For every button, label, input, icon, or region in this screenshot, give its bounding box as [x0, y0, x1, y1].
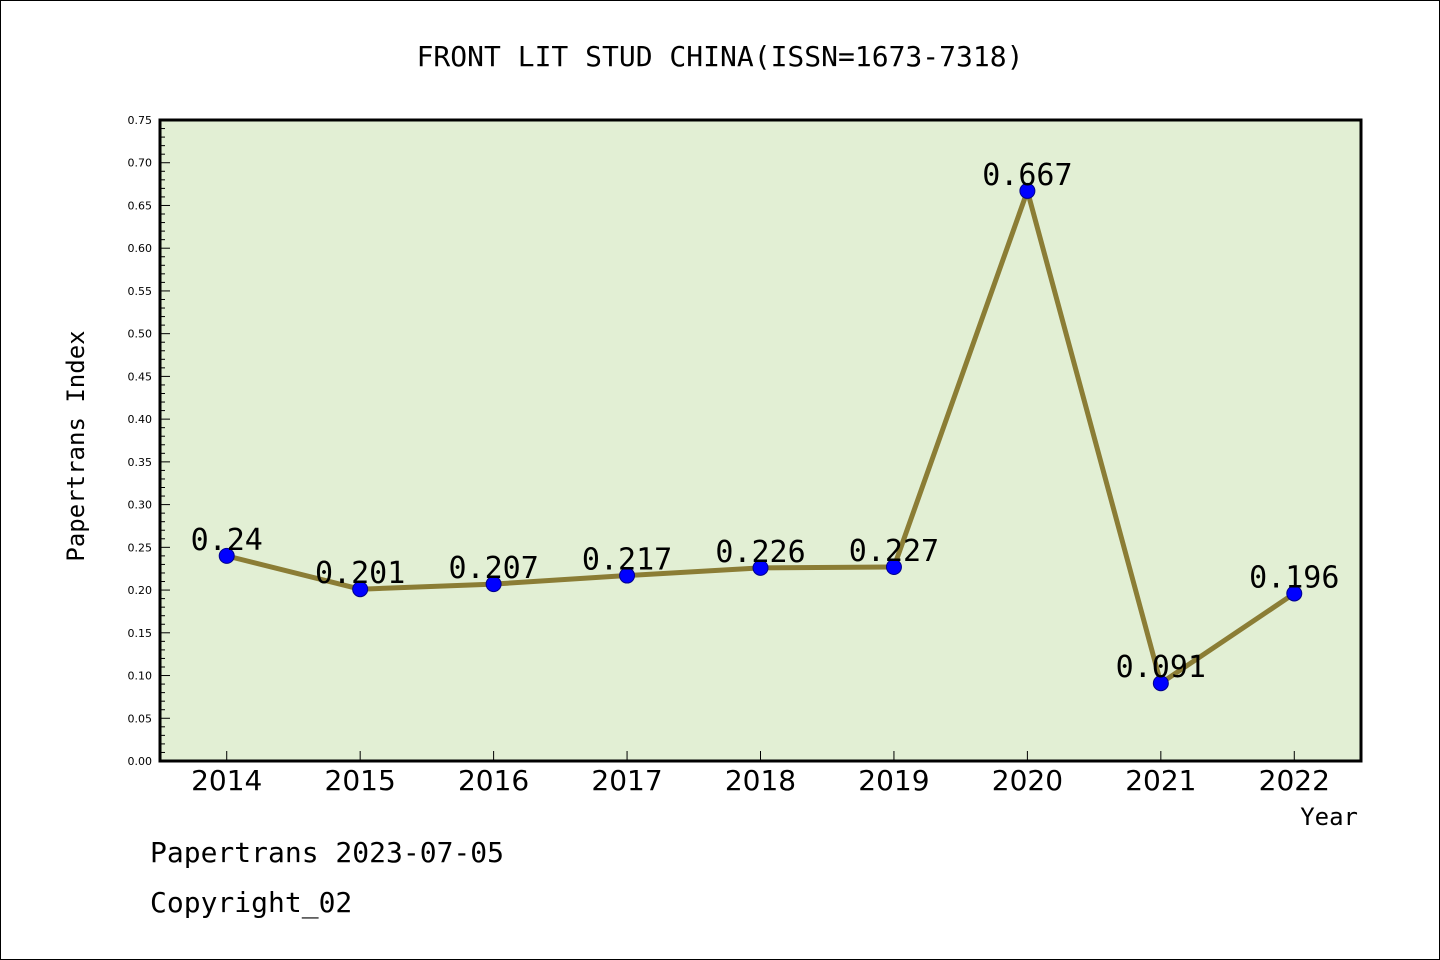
y-tick-label: 0.25	[128, 541, 153, 554]
data-label: 0.226	[715, 535, 805, 570]
data-label: 0.24	[191, 523, 263, 558]
x-tick-label: 2022	[1259, 764, 1330, 797]
y-tick-label: 0.45	[128, 370, 153, 383]
x-tick-label: 2016	[458, 764, 529, 797]
y-tick-label: 0.00	[128, 755, 153, 768]
y-tick-label: 0.30	[128, 499, 153, 512]
data-point	[1152, 675, 1169, 692]
x-axis: 2014 2015 2016 2017 2018 2019 2020 2021 2022	[191, 751, 1330, 797]
x-tick-label: 2018	[725, 764, 796, 797]
data-labels: 0.24 0.201 0.207 0.217 0.226 0.227 0.667 0.091 0…	[191, 158, 1340, 685]
data-label: 0.091	[1116, 650, 1206, 685]
x-axis-label: Year	[1300, 803, 1358, 831]
data-label: 0.667	[982, 158, 1072, 193]
data-label: 0.201	[315, 556, 405, 591]
data-point	[352, 581, 369, 598]
data-label: 0.207	[448, 551, 538, 586]
data-label: 0.227	[849, 534, 939, 569]
x-tick-label: 2019	[858, 764, 929, 797]
x-tick-label: 2014	[191, 764, 262, 797]
y-axis: 0.00 0.05 0.10 0.15 0.20 0.25 0.30 0.35 0.40 0.45…	[128, 114, 170, 768]
data-point	[1019, 182, 1036, 199]
y-tick-label: 0.20	[128, 584, 153, 597]
data-point	[485, 576, 502, 593]
data-point	[1286, 585, 1303, 602]
x-tick-label: 2020	[992, 764, 1063, 797]
y-tick-label: 0.40	[128, 413, 153, 426]
plot-area	[158, 118, 1363, 763]
chart-title: FRONT LIT STUD CHINA(ISSN=1673-7318)	[417, 40, 1024, 73]
y-tick-label: 0.70	[128, 157, 153, 170]
data-point	[619, 567, 636, 584]
data-point	[752, 559, 769, 576]
data-markers	[218, 182, 1303, 692]
y-tick-label: 0.15	[128, 627, 153, 640]
data-point	[218, 547, 235, 564]
y-tick-label: 0.50	[128, 328, 153, 341]
x-tick-label: 2021	[1125, 764, 1196, 797]
y-tick-label: 0.05	[128, 712, 153, 725]
y-tick-label: 0.10	[128, 670, 153, 683]
footer-date: Papertrans 2023-07-05	[150, 836, 505, 869]
data-label: 0.217	[582, 543, 672, 578]
data-label: 0.196	[1249, 560, 1339, 595]
x-tick-label: 2017	[591, 764, 662, 797]
y-tick-label: 0.55	[128, 285, 153, 298]
y-tick-label: 0.35	[128, 456, 153, 469]
data-point	[885, 558, 902, 575]
y-tick-label: 0.75	[128, 114, 153, 127]
y-axis-label: Papertrans Index	[62, 330, 90, 561]
footer-copyright: Copyright_02	[150, 886, 353, 919]
y-tick-label: 0.65	[128, 199, 153, 212]
x-tick-label: 2015	[325, 764, 396, 797]
y-tick-label: 0.60	[128, 242, 153, 255]
